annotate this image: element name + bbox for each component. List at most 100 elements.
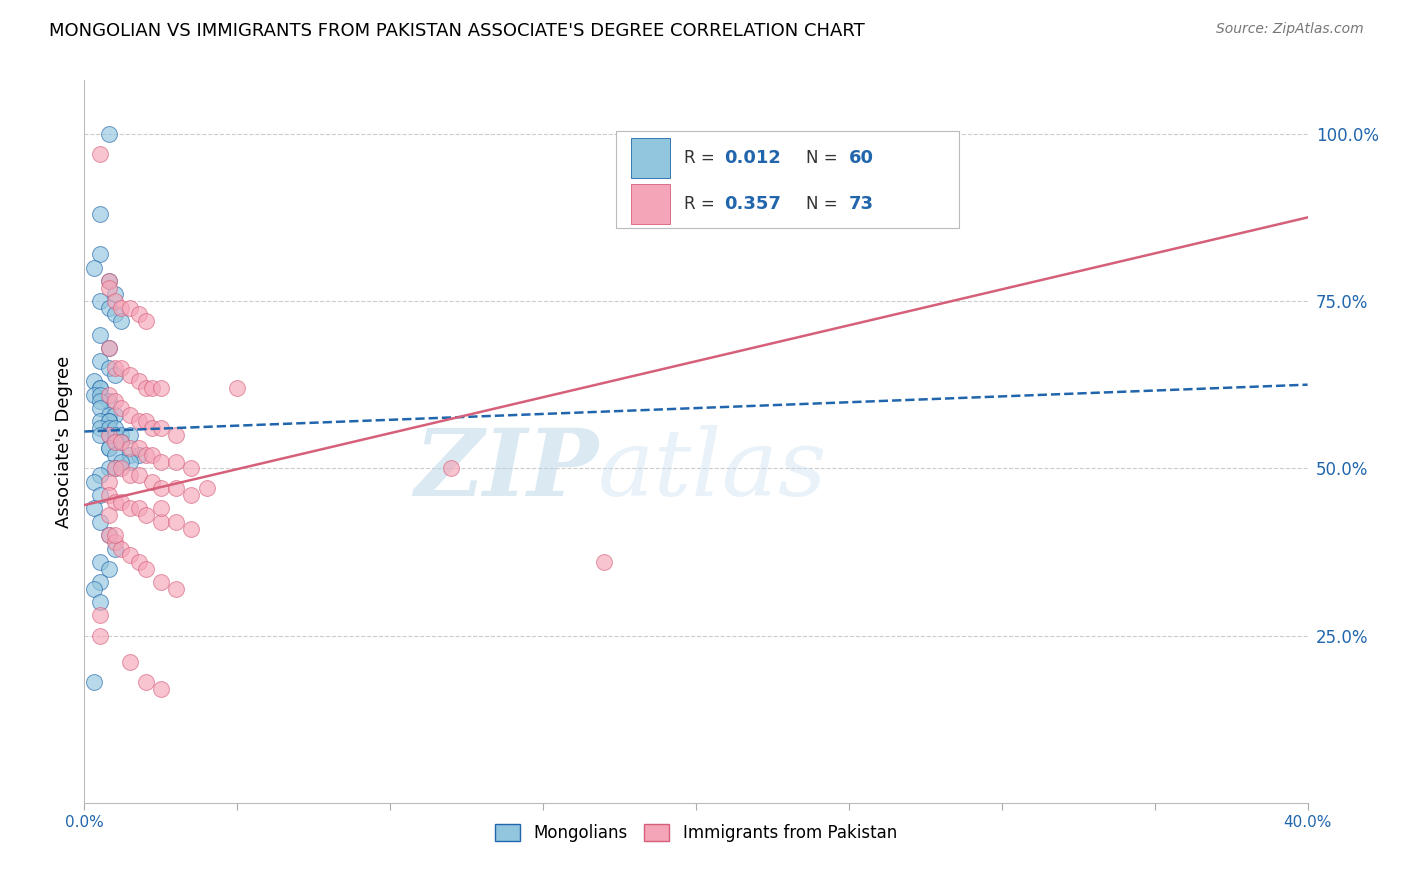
- Point: [104, 534, 127, 549]
- Point: [89, 381, 111, 395]
- Text: atlas: atlas: [598, 425, 828, 516]
- Point: [104, 541, 127, 556]
- Point: [97, 475, 120, 489]
- Point: [104, 434, 127, 449]
- Point: [128, 501, 150, 516]
- Point: [165, 515, 187, 529]
- Text: 0.012: 0.012: [724, 149, 780, 167]
- Point: [97, 528, 120, 542]
- Point: [165, 455, 187, 469]
- Point: [104, 461, 127, 475]
- Point: [135, 508, 157, 523]
- Point: [89, 147, 111, 161]
- Point: [89, 595, 111, 609]
- Point: [97, 421, 120, 435]
- Point: [89, 207, 111, 221]
- Point: [128, 467, 150, 482]
- Point: [97, 361, 120, 376]
- Point: [149, 575, 172, 590]
- Point: [128, 555, 150, 569]
- Point: [97, 442, 120, 455]
- Point: [110, 434, 132, 449]
- Point: [104, 287, 127, 301]
- Point: [120, 548, 142, 563]
- Point: [89, 387, 111, 401]
- Point: [89, 294, 111, 309]
- Text: Source: ZipAtlas.com: Source: ZipAtlas.com: [1216, 22, 1364, 37]
- Text: ZIP: ZIP: [413, 425, 598, 516]
- Point: [110, 461, 132, 475]
- Point: [83, 375, 105, 389]
- Point: [135, 314, 157, 328]
- Point: [120, 501, 142, 516]
- Point: [128, 448, 150, 462]
- Point: [141, 421, 163, 435]
- Point: [89, 381, 111, 395]
- Point: [97, 127, 120, 141]
- Point: [141, 475, 163, 489]
- Point: [195, 482, 218, 496]
- Point: [97, 274, 120, 288]
- Point: [135, 381, 157, 395]
- Point: [120, 427, 142, 442]
- Text: R =: R =: [683, 149, 720, 167]
- Text: N =: N =: [806, 149, 844, 167]
- Point: [97, 387, 120, 401]
- Point: [120, 448, 142, 462]
- Point: [97, 341, 120, 355]
- Point: [83, 501, 105, 516]
- Point: [110, 541, 132, 556]
- Point: [97, 414, 120, 429]
- Point: [104, 434, 127, 449]
- Point: [89, 247, 111, 261]
- Point: [104, 361, 127, 376]
- Text: N =: N =: [806, 195, 844, 213]
- Point: [180, 521, 202, 535]
- Point: [120, 368, 142, 382]
- Point: [110, 401, 132, 416]
- Point: [104, 427, 127, 442]
- Point: [97, 427, 120, 442]
- Point: [593, 555, 616, 569]
- Point: [89, 414, 111, 429]
- Point: [83, 582, 105, 596]
- Point: [110, 314, 132, 328]
- Point: [135, 414, 157, 429]
- Point: [128, 307, 150, 322]
- Point: [149, 455, 172, 469]
- Point: [83, 475, 105, 489]
- Text: R =: R =: [683, 195, 720, 213]
- Point: [97, 488, 120, 502]
- Point: [97, 341, 120, 355]
- Point: [110, 455, 132, 469]
- Point: [110, 301, 132, 315]
- Point: [89, 401, 111, 416]
- Point: [120, 455, 142, 469]
- Point: [110, 361, 132, 376]
- Point: [89, 488, 111, 502]
- Point: [89, 327, 111, 342]
- Point: [120, 301, 142, 315]
- Point: [83, 675, 105, 690]
- Point: [104, 368, 127, 382]
- Point: [135, 448, 157, 462]
- Point: [110, 494, 132, 508]
- Point: [89, 421, 111, 435]
- Point: [104, 448, 127, 462]
- Text: 0.357: 0.357: [724, 195, 780, 213]
- Point: [89, 354, 111, 368]
- Point: [83, 260, 105, 275]
- Legend: Mongolians, Immigrants from Pakistan: Mongolians, Immigrants from Pakistan: [488, 817, 904, 848]
- Point: [97, 408, 120, 422]
- Point: [141, 381, 163, 395]
- Point: [149, 501, 172, 516]
- Point: [120, 442, 142, 455]
- Point: [97, 442, 120, 455]
- Point: [149, 482, 172, 496]
- Point: [97, 528, 120, 542]
- Point: [104, 421, 127, 435]
- Point: [89, 575, 111, 590]
- Point: [110, 434, 132, 449]
- FancyBboxPatch shape: [616, 131, 959, 228]
- Point: [97, 301, 120, 315]
